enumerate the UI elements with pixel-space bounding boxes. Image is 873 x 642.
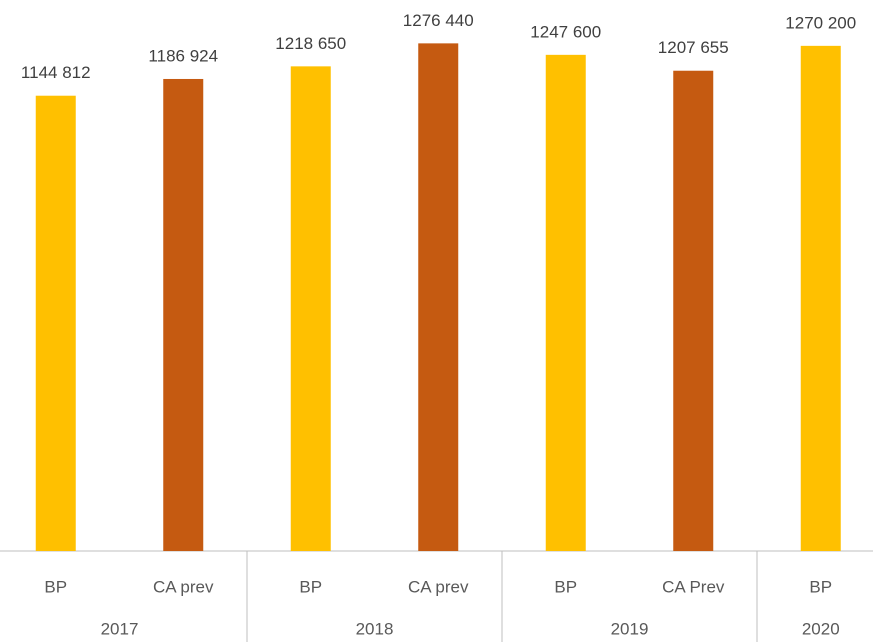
data-label: 1144 812	[21, 63, 91, 82]
group-label: 2019	[611, 619, 649, 638]
data-label: 1186 924	[148, 46, 218, 65]
x-tick-label: CA Prev	[662, 577, 725, 596]
group-label: 2020	[802, 619, 840, 638]
bar	[673, 70, 714, 551]
data-label: 1276 440	[403, 11, 474, 30]
data-label: 1270 200	[785, 13, 856, 32]
x-tick-label: BP	[554, 577, 577, 596]
bar	[163, 78, 204, 551]
x-tick-label: CA prev	[408, 577, 469, 596]
x-tick-label: BP	[809, 577, 832, 596]
data-label: 1207 655	[658, 38, 729, 57]
bar	[418, 43, 459, 551]
bar	[35, 95, 76, 551]
group-label: 2018	[356, 619, 394, 638]
data-label: 1218 650	[275, 34, 346, 53]
group-label: 2017	[101, 619, 139, 638]
bar	[800, 45, 841, 552]
bar	[290, 66, 331, 552]
bar	[545, 54, 586, 551]
data-label: 1247 600	[530, 22, 601, 41]
x-tick-label: BP	[299, 577, 322, 596]
x-tick-label: CA prev	[153, 577, 214, 596]
x-tick-label: BP	[44, 577, 67, 596]
